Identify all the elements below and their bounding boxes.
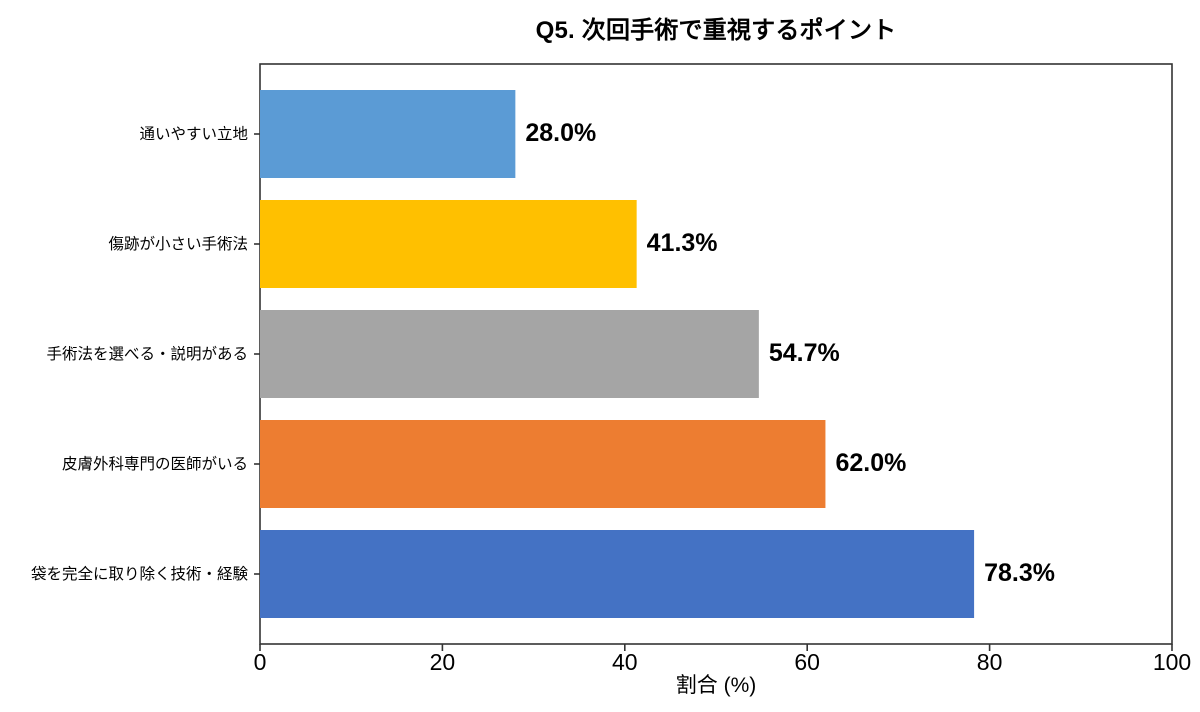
svg-text:54.7%: 54.7% <box>769 339 840 367</box>
svg-text:78.3%: 78.3% <box>984 559 1055 587</box>
svg-text:100: 100 <box>1153 649 1191 675</box>
svg-text:通いやすい立地: 通いやすい立地 <box>139 125 248 143</box>
svg-text:40: 40 <box>612 649 638 675</box>
svg-text:20: 20 <box>430 649 456 675</box>
svg-text:手術法を選べる・説明がある: 手術法を選べる・説明がある <box>46 345 248 363</box>
svg-text:0: 0 <box>254 649 267 675</box>
svg-text:60: 60 <box>794 649 820 675</box>
svg-text:傷跡が小さい手術法: 傷跡が小さい手術法 <box>108 235 248 253</box>
svg-text:袋を完全に取り除く技術・経験: 袋を完全に取り除く技術・経験 <box>31 565 249 583</box>
svg-text:80: 80 <box>977 649 1003 675</box>
svg-text:割合 (%): 割合 (%) <box>676 674 757 697</box>
svg-text:28.0%: 28.0% <box>525 119 596 147</box>
svg-text:62.0%: 62.0% <box>835 449 906 477</box>
svg-text:皮膚外科専門の医師がいる: 皮膚外科専門の医師がいる <box>62 455 248 473</box>
svg-text:41.3%: 41.3% <box>647 229 718 257</box>
